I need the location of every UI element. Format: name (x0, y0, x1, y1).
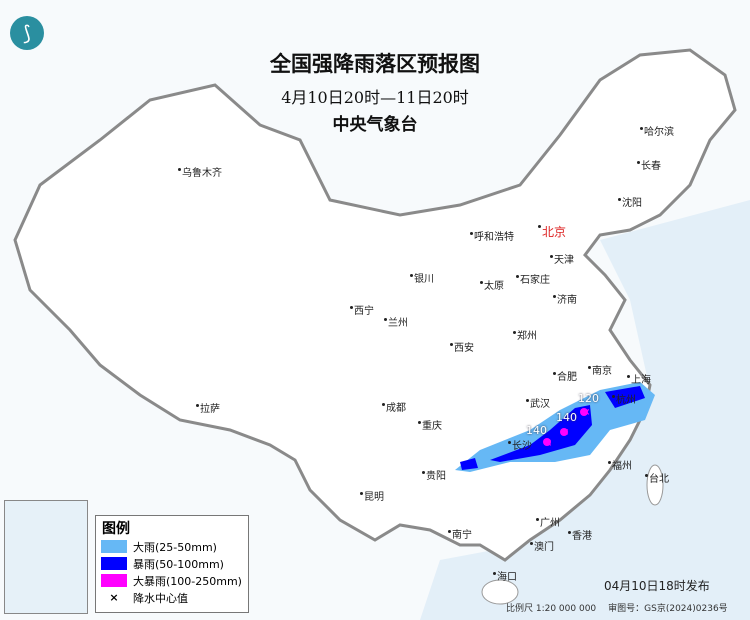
legend-item-downpour: 大暴雨(100-250mm) (101, 572, 248, 589)
cross-icon: × (582, 407, 591, 418)
city-label: 西安 (450, 343, 474, 355)
city-label: 福州 (608, 461, 632, 473)
cma-logo: ⟆ (10, 16, 44, 50)
city-label: 济南 (553, 295, 577, 307)
city-label: 南宁 (448, 530, 472, 542)
rain-area-downpour (580, 408, 588, 416)
city-label: 台北 (645, 474, 669, 486)
city-label: 上海 (627, 375, 651, 387)
city-label: 长沙 (508, 441, 532, 453)
south-china-sea-inset (4, 500, 88, 614)
rain-area-downpour (543, 438, 551, 446)
legend-title: 图例 (102, 521, 130, 537)
city-label: 南京 (588, 366, 612, 378)
city-label: 拉萨 (196, 404, 220, 416)
legend: 图例 大雨(25-50mm) 暴雨(50-100mm) 大暴雨(100-250m… (95, 515, 249, 613)
city-label: 广州 (536, 518, 560, 530)
city-label: 银川 (410, 274, 434, 286)
legend-item-center-value: × 降水中心值 (101, 589, 248, 606)
map-footer: 比例尺 1:20 000 000 审图号：GS京(2024)0236号 (506, 601, 740, 614)
cross-icon: × (544, 438, 553, 449)
rain-area-downpour (560, 428, 568, 436)
legend-swatch (101, 557, 127, 570)
city-label: 郑州 (513, 331, 537, 343)
city-label: 哈尔滨 (640, 127, 674, 139)
city-label: 合肥 (553, 372, 577, 384)
city-label: 武汉 (526, 399, 550, 411)
legend-label: 暴雨(50-100mm) (133, 557, 224, 571)
issue-time: 04月10日18时发布 (604, 579, 710, 593)
cross-icon: × (561, 427, 570, 438)
city-label: 太原 (480, 281, 504, 293)
scale-text: 比例尺 1:20 000 000 (506, 604, 597, 614)
legend-swatch (101, 574, 127, 587)
legend-label: 降水中心值 (133, 591, 188, 605)
city-label: 兰州 (384, 318, 408, 330)
agency: 中央气象台 (332, 115, 418, 135)
legend-label: 大暴雨(100-250mm) (133, 574, 242, 588)
city-label: 重庆 (418, 421, 442, 433)
map-title: 全国强降雨落区预报图 (270, 52, 480, 76)
forecast-period: 4月10日20时—11日20时 (281, 88, 469, 107)
city-label: 香港 (568, 531, 592, 543)
city-label: 天津 (550, 255, 574, 267)
rain-center-value: 120 (578, 392, 599, 405)
rain-area-rainstorm (460, 386, 645, 470)
city-label: 澳门 (530, 542, 554, 554)
sea (420, 200, 750, 620)
rain-center-value: 140 (556, 411, 577, 424)
legend-swatch (101, 540, 127, 553)
rain-center-value: 140 (526, 424, 547, 437)
city-label: 西宁 (350, 306, 374, 318)
city-label: 长春 (637, 161, 661, 173)
city-label: 成都 (382, 403, 406, 415)
city-label: 石家庄 (516, 275, 550, 287)
legend-item-rainstorm: 暴雨(50-100mm) (101, 555, 248, 572)
city-label: 海口 (493, 572, 517, 584)
legend-label: 大雨(25-50mm) (133, 540, 217, 554)
city-label: 昆明 (360, 492, 384, 504)
capital-label: 北京 (538, 225, 566, 239)
city-label: 杭州 (612, 395, 636, 407)
city-label: 乌鲁木齐 (178, 168, 222, 180)
legend-item-heavy-rain: 大雨(25-50mm) (101, 538, 248, 555)
city-label: 呼和浩特 (470, 232, 514, 244)
map-number: 审图号：GS京(2024)0236号 (608, 604, 728, 614)
cross-icon: × (109, 591, 119, 604)
city-label: 沈阳 (618, 198, 642, 210)
city-label: 贵阳 (422, 471, 446, 483)
